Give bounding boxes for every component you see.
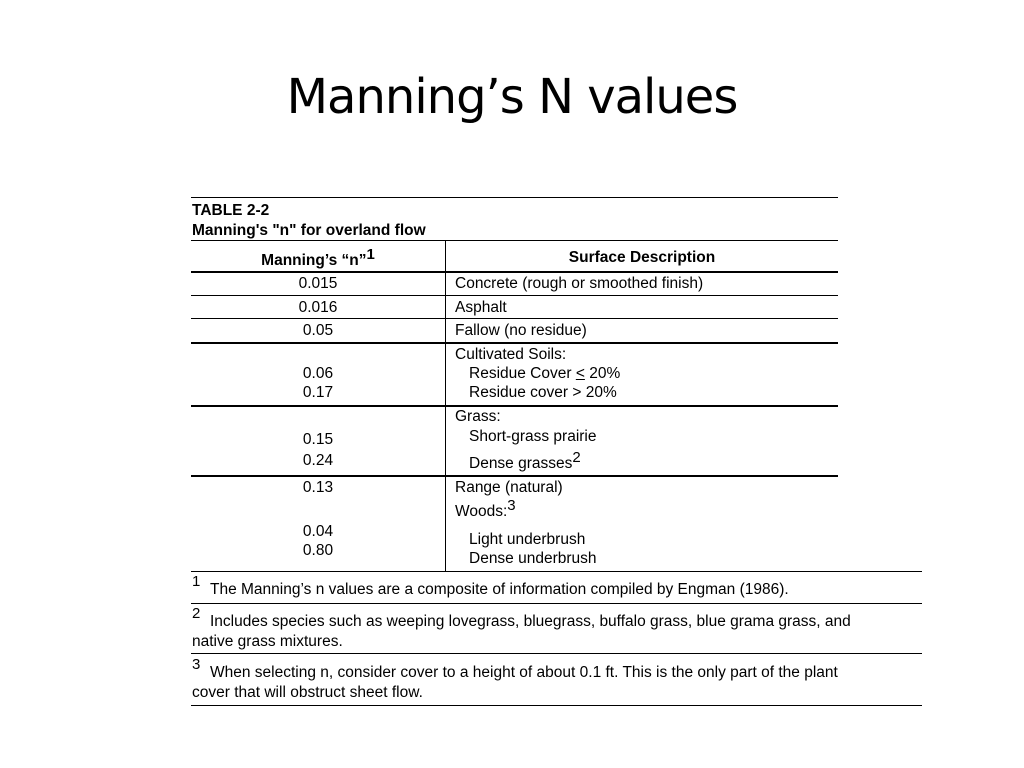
footnote-ref-2: 2 — [572, 449, 581, 466]
n-value-grass-2: 0.24 — [302, 452, 334, 469]
row-rule — [191, 475, 838, 477]
row-rule — [191, 318, 838, 319]
slide-title: Manning’s N values — [286, 69, 739, 125]
n-value-woods-2: 0.80 — [302, 542, 334, 559]
row-rule — [191, 405, 838, 407]
desc-fallow: Fallow (no residue) — [455, 322, 587, 339]
footnote-2-line-2: native grass mixtures. — [192, 633, 343, 650]
desc-cultivated-heading: Cultivated Soils: — [455, 346, 567, 363]
n-value-fallow: 0.05 — [302, 322, 334, 339]
footnote-1-text: The Manning’s n values are a composite o… — [210, 581, 789, 598]
row-rule — [191, 342, 838, 344]
desc-asphalt: Asphalt — [455, 299, 507, 316]
desc-grass-2: Dense grasses2 — [469, 450, 581, 473]
header-top-rule — [191, 240, 838, 241]
desc-cultivated-1-suffix: 20% — [584, 365, 621, 382]
footnote-rule — [191, 571, 922, 572]
header-manning-n: Manning’s “n”1 — [191, 247, 445, 270]
desc-woods-heading: Woods:3 — [455, 498, 516, 521]
desc-cultivated-1-prefix: Residue Cover — [469, 365, 576, 382]
footnote-rule — [191, 653, 922, 654]
desc-grass-heading: Grass: — [455, 408, 501, 425]
header-bottom-rule — [191, 271, 838, 273]
table-caption-number: TABLE 2-2 — [192, 202, 270, 219]
desc-woods-text: Woods: — [455, 503, 508, 520]
desc-cultivated-2: Residue cover > 20% — [469, 384, 617, 401]
desc-range: Range (natural) — [455, 479, 563, 496]
footnote-3-line-2: cover that will obstruct sheet flow. — [192, 684, 423, 701]
desc-woods-2: Dense underbrush — [469, 550, 597, 567]
table-top-rule — [191, 197, 838, 198]
n-value-woods-1: 0.04 — [302, 523, 334, 540]
table-caption-title: Manning's "n" for overland flow — [192, 222, 426, 239]
desc-grass-2-text: Dense grasses — [469, 455, 573, 472]
desc-cultivated-1: Residue Cover < 20% — [469, 364, 620, 383]
n-value-asphalt: 0.016 — [298, 299, 338, 316]
n-value-concrete: 0.015 — [298, 275, 338, 292]
desc-concrete: Concrete (rough or smoothed finish) — [455, 275, 704, 292]
footnote-3-number: 3 — [192, 656, 201, 673]
footnote-1-number: 1 — [192, 573, 201, 590]
desc-grass-1: Short-grass prairie — [469, 428, 597, 445]
row-rule — [191, 295, 838, 296]
n-value-cultivated-2: 0.17 — [302, 384, 334, 401]
n-value-grass-1: 0.15 — [302, 431, 334, 448]
footnote-3-line-1: When selecting n, consider cover to a he… — [210, 664, 838, 681]
n-value-range: 0.13 — [302, 479, 334, 496]
footnote-2-line-1: Includes species such as weeping lovegra… — [210, 613, 851, 630]
footnote-ref-1: 1 — [366, 246, 375, 263]
less-equal-symbol: < — [575, 365, 585, 382]
footnote-rule — [191, 603, 922, 604]
desc-woods-1: Light underbrush — [469, 531, 586, 548]
n-value-cultivated-1: 0.06 — [302, 365, 334, 382]
table-bottom-rule — [191, 705, 922, 706]
header-surface-description: Surface Description — [568, 249, 716, 266]
column-divider — [445, 241, 446, 571]
footnote-ref-3: 3 — [507, 497, 516, 514]
footnote-2-number: 2 — [192, 605, 201, 622]
header-manning-n-label: Manning’s “n” — [261, 252, 367, 269]
